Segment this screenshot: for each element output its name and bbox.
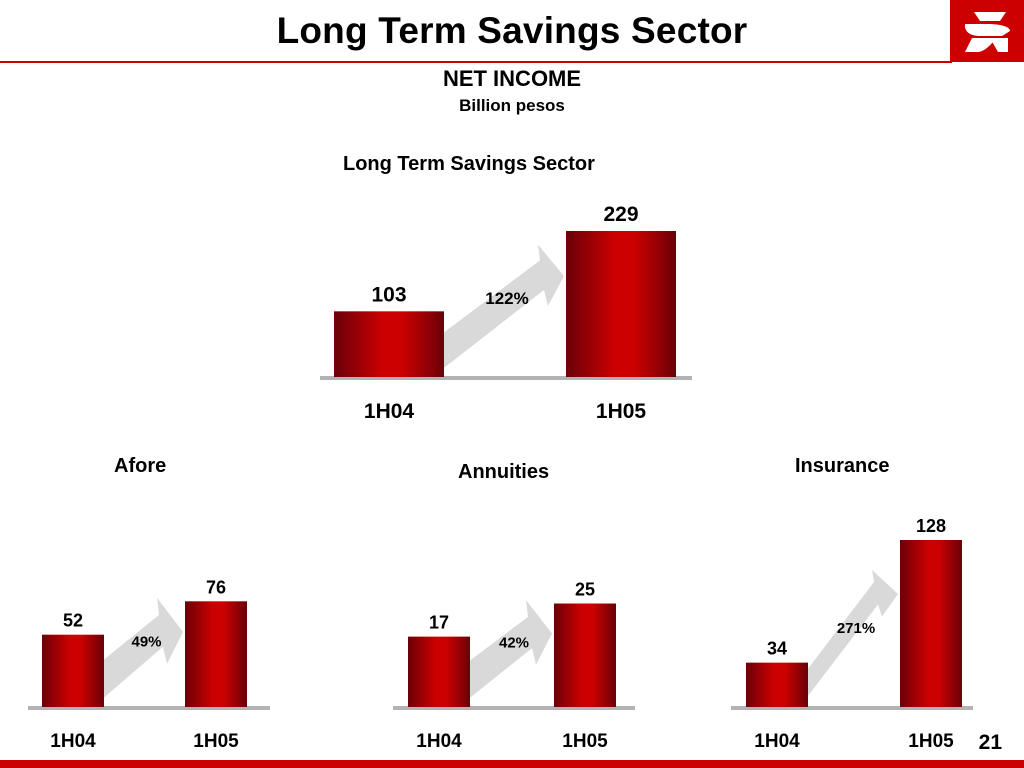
bar-1h04	[746, 662, 808, 707]
x-tick-label: 1H04	[416, 731, 462, 752]
bar-1h04	[42, 634, 104, 707]
growth-arrow	[804, 569, 898, 701]
growth-label: 122%	[485, 289, 528, 308]
data-label: 103	[371, 283, 406, 306]
data-label: 25	[575, 580, 595, 600]
x-tick-label: 1H04	[50, 731, 96, 752]
bar-1h05	[185, 601, 247, 707]
x-tick-label: 1H05	[193, 731, 239, 752]
growth-arrow	[440, 244, 564, 371]
data-label: 17	[429, 613, 449, 633]
unit-label: Billion pesos	[459, 96, 565, 115]
page-number: 21	[978, 731, 1002, 754]
page-title: Long Term Savings Sector	[276, 10, 748, 51]
bank-logo-icon	[950, 0, 1024, 62]
data-label: 52	[63, 611, 83, 631]
bar-1h05	[900, 540, 962, 707]
bar-1h05	[554, 603, 616, 707]
growth-label: 271%	[837, 620, 875, 637]
annuities-bar-chart: 17 1H04 25 1H05 42%	[393, 580, 635, 752]
data-label: 128	[916, 516, 946, 536]
x-tick-label: 1H05	[596, 400, 647, 423]
bar-1h04	[408, 636, 470, 707]
growth-arrow	[466, 600, 552, 701]
x-tick-label: 1H04	[754, 731, 800, 752]
growth-label: 49%	[131, 633, 161, 650]
afore-chart-title: Afore	[114, 455, 167, 477]
footer-bar	[0, 760, 1024, 768]
bar-1h04	[334, 311, 444, 377]
main-chart-title: Long Term Savings Sector	[343, 153, 595, 175]
growth-label: 42%	[499, 634, 529, 651]
main-bar-chart: 103 1H04 229 1H05 122%	[320, 203, 692, 423]
x-tick-label: 1H04	[364, 400, 415, 423]
bar-1h05	[566, 231, 676, 377]
insurance-bar-chart: 34 1H04 128 1H05 271%	[731, 516, 973, 752]
data-label: 34	[767, 639, 787, 659]
x-tick-label: 1H05	[562, 731, 608, 752]
growth-arrow	[100, 597, 183, 701]
title-divider	[0, 61, 952, 63]
x-tick-label: 1H05	[908, 731, 954, 752]
afore-bar-chart: 52 1H04 76 1H05 49%	[28, 577, 270, 752]
chart-subtitle: NET INCOME	[442, 66, 582, 91]
data-label: 76	[206, 577, 226, 597]
annuities-chart-title: Annuities	[458, 461, 550, 483]
insurance-chart-title: Insurance	[795, 455, 890, 477]
data-label: 229	[603, 203, 638, 226]
